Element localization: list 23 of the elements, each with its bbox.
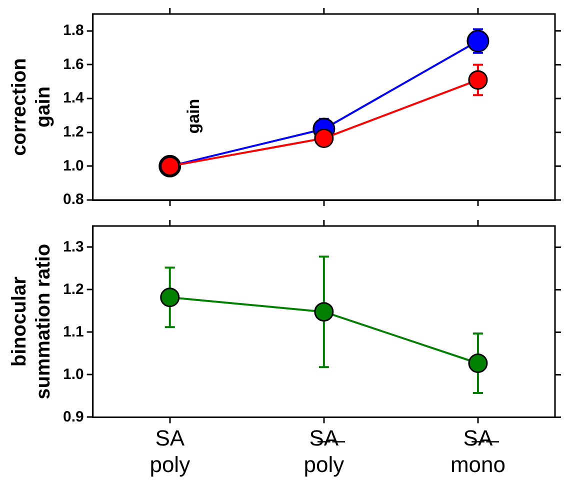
y-axis-title: binocular summation ratio [8,244,55,400]
point [468,70,488,90]
y-axis-title: correction gain [8,58,55,156]
point [314,128,334,148]
y-tick-label: 1.0 [62,366,84,383]
y-tick-label: 0.9 [62,408,84,426]
y-tick-label: 1.4 [62,90,84,107]
y-tick-label: 1.8 [62,22,84,40]
y-tick-label: 1.6 [62,56,84,73]
y-tick-label: 1.3 [62,238,84,256]
annotation: gain [184,98,204,134]
x-tick-label: S̶A̶ mono [450,425,506,477]
x-tick-label: S̶A̶ poly [304,425,346,477]
point [314,302,334,322]
x-tick-label: SA poly [150,425,190,477]
y-tick-label: 1.0 [62,157,84,174]
point [160,288,180,308]
y-tick-label: 1.2 [62,124,84,141]
point [466,30,490,52]
y-tick-label: 1.2 [62,280,84,298]
y-tick-label: 1.1 [62,323,84,340]
y-tick-label: 0.8 [62,191,84,208]
point [468,353,488,373]
